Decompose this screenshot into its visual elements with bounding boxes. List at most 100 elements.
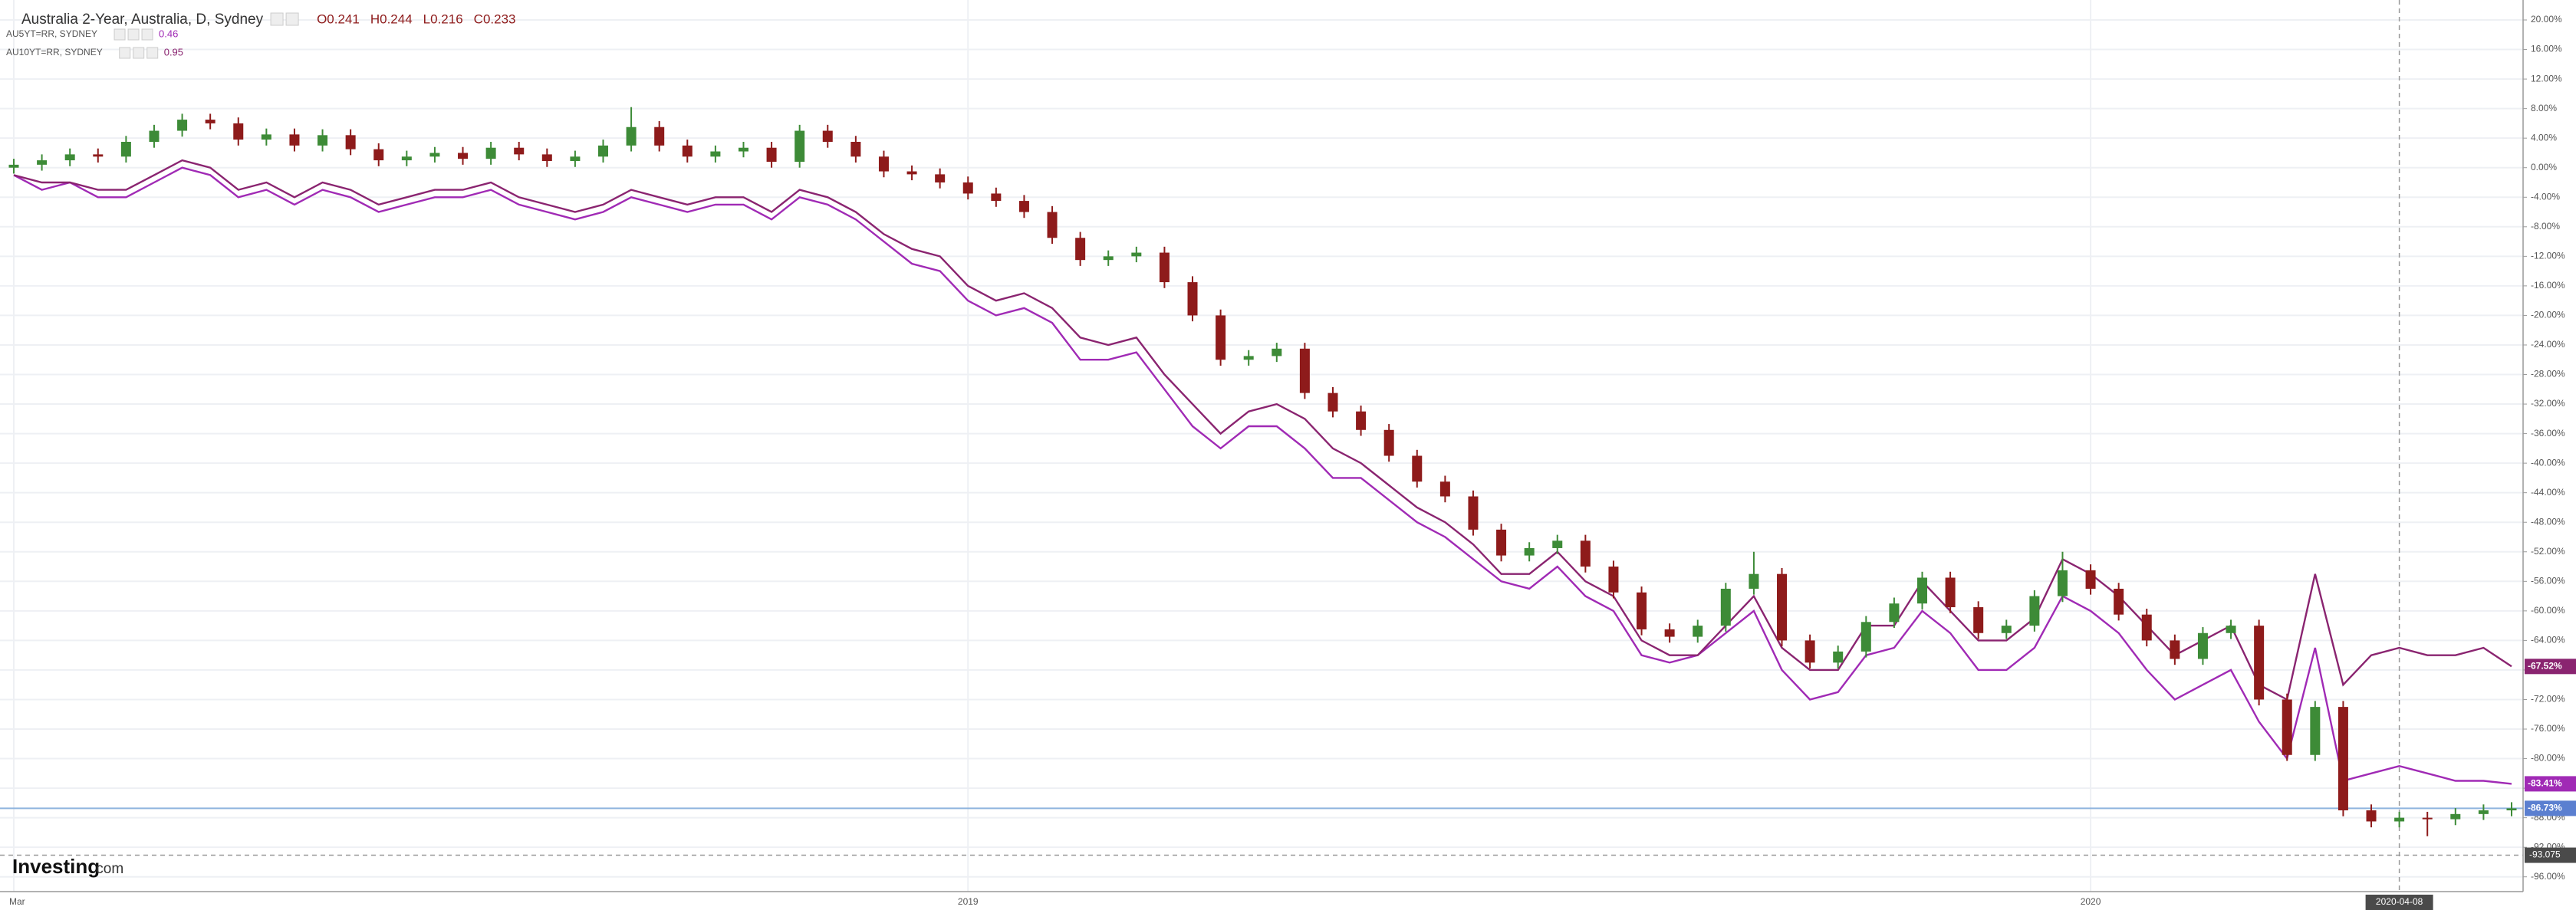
y-tick-label: -28.00% — [2531, 369, 2565, 379]
candle-body — [906, 171, 917, 175]
candle-body — [2001, 626, 2012, 633]
candle-body — [1412, 455, 1423, 482]
candle-body — [1524, 547, 1535, 556]
crosshair-x-tag — [2365, 895, 2433, 910]
candle-body — [822, 130, 833, 143]
candle-body — [710, 151, 721, 157]
candle-body — [64, 154, 75, 161]
series-price-tag: -83.41% — [2528, 778, 2562, 789]
candle-body — [1496, 529, 1507, 556]
candle-body — [93, 154, 104, 157]
candle-body — [1608, 567, 1619, 593]
candle-body — [962, 182, 973, 194]
y-tick-label: 4.00% — [2531, 132, 2557, 143]
candle-body — [401, 156, 412, 161]
candle-body — [1664, 629, 1675, 637]
candle-body — [1187, 282, 1198, 316]
ohlc-quote: C0.233 — [474, 11, 516, 26]
header: Australia 2-Year, Australia, D, Sydney O… — [6, 11, 516, 59]
ohlc-quote: H0.244 — [370, 11, 413, 26]
candle-body — [1383, 429, 1394, 456]
candle-body — [1637, 592, 1647, 629]
ohlc-quote: L0.216 — [423, 11, 463, 26]
series-line — [13, 166, 2512, 785]
candle-body — [1945, 577, 1956, 608]
y-tick-label: 12.00% — [2531, 73, 2562, 84]
candle-body — [1075, 238, 1086, 261]
candle-body — [1552, 540, 1563, 548]
candle-body — [682, 145, 693, 157]
candle-body — [1833, 651, 1844, 663]
legend-icon — [146, 47, 159, 59]
candle-body — [205, 120, 215, 123]
candle-body — [2197, 632, 2208, 659]
candle-body — [2310, 707, 2321, 755]
candle-body — [1103, 256, 1114, 261]
candle-body — [2114, 588, 2124, 615]
candle-body — [2141, 614, 2152, 641]
candle-body — [345, 135, 356, 149]
candle-body — [598, 145, 609, 157]
candle-body — [1272, 348, 1282, 356]
candle-body — [1356, 411, 1367, 430]
legend-icon — [141, 28, 153, 41]
candle-body — [2478, 810, 2489, 814]
candle-body — [289, 134, 300, 146]
y-tick-label: -4.00% — [2531, 191, 2560, 202]
y-tick-label: 16.00% — [2531, 44, 2562, 54]
candle-body — [2057, 570, 2068, 596]
candle-body — [1805, 640, 1815, 663]
plot-area — [8, 107, 2517, 836]
candle-body — [317, 135, 328, 146]
chart-title: Australia 2-Year, Australia, D, Sydney — [21, 11, 264, 28]
candle-body — [2337, 707, 2348, 811]
series-price-tag-bg — [2525, 776, 2576, 792]
header-icons — [270, 12, 284, 26]
y-tick-label: -40.00% — [2531, 457, 2565, 468]
candle-body — [850, 142, 861, 157]
candle-body — [2085, 570, 2096, 589]
y-tick-label: -64.00% — [2531, 635, 2565, 646]
candle-body — [429, 153, 440, 157]
legend-icon — [119, 47, 131, 59]
candle-body — [1018, 201, 1029, 212]
candle-body — [654, 126, 665, 146]
candle-body — [2450, 813, 2461, 820]
candle-body — [2170, 640, 2180, 659]
grid — [0, 0, 2523, 892]
y-tick-label: -48.00% — [2531, 516, 2565, 527]
legend-icon — [127, 28, 140, 41]
candle-body — [878, 156, 889, 172]
x-tick-label: 2020-04-08 — [2376, 896, 2423, 907]
y-tick-label: -36.00% — [2531, 428, 2565, 439]
candle-body — [541, 154, 552, 162]
candle-body — [2029, 596, 2040, 626]
candle-body — [2226, 626, 2236, 633]
y-tick-label: -96.00% — [2531, 871, 2565, 882]
y-tick-label: -56.00% — [2531, 575, 2565, 586]
candle-body — [233, 123, 244, 140]
legend-icon — [114, 28, 126, 41]
candle-body — [177, 120, 188, 131]
candle-body — [1860, 622, 1871, 652]
candle-body — [1916, 577, 1927, 604]
candle-body — [1720, 588, 1731, 626]
close-price-tag-bg — [2525, 800, 2576, 816]
candle-body — [2422, 817, 2433, 820]
y-tick-label: -8.00% — [2531, 221, 2560, 232]
y-tick-label: 0.00% — [2531, 162, 2557, 172]
candle-body — [1468, 496, 1479, 530]
candle-body — [766, 147, 777, 163]
y-tick-label: -24.00% — [2531, 339, 2565, 350]
candle-body — [1580, 540, 1591, 567]
crosshair-y-label: -93.075 — [2529, 849, 2561, 860]
y-tick-label: 20.00% — [2531, 14, 2562, 25]
watermark-brand: Investing — [12, 855, 100, 878]
header-icons — [285, 12, 299, 26]
candle-body — [485, 147, 496, 159]
candle-body — [1159, 252, 1170, 283]
y-tick-label: -80.00% — [2531, 753, 2565, 764]
candle-body — [1889, 603, 1900, 623]
